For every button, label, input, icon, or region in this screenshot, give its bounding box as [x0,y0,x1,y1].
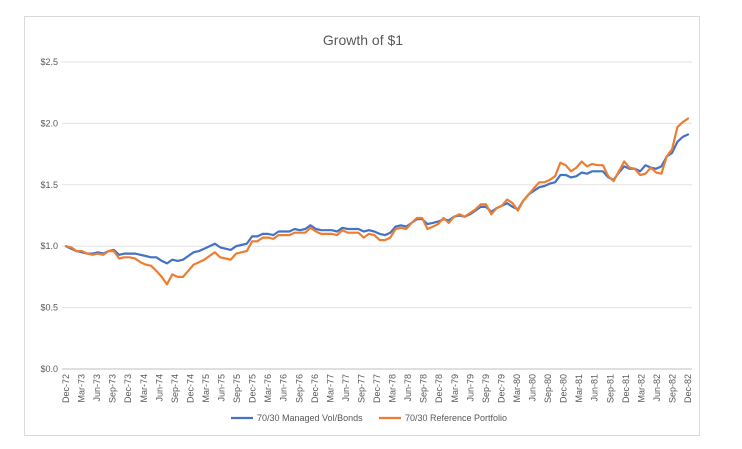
legend-label: 70/30 Managed Vol/Bonds [257,413,363,423]
x-tick-label: Dec-82 [683,374,693,403]
x-tick-label: Jun-78 [403,374,413,402]
y-axis-ticks: $0.0 $0.5 $1.0 $1.5 $2.0 $2.5 [40,57,58,374]
x-tick-label: Dec-72 [61,374,71,403]
x-tick-label: Jun-80 [528,374,538,402]
x-tick-label: Jun-77 [341,374,351,402]
series-lines [64,117,690,286]
x-tick-label: Sep-76 [294,374,304,403]
series-line-2 [64,117,690,286]
x-tick-label: Dec-75 [248,374,258,403]
x-axis-ticks: Dec-72 Mar-73 Jun-73 Sep-73 Dec-73 Mar-74 Jun-… [61,374,693,403]
x-tick-label: Dec-81 [621,374,631,403]
y-tick-label: $2.5 [40,57,58,67]
x-tick-label: Sep-79 [481,374,491,403]
x-tick-label: Jun-76 [279,374,289,402]
x-tick-label: Dec-76 [310,374,320,403]
x-tick-label: Dec-79 [496,374,506,403]
x-tick-label: Jun-81 [590,374,600,402]
legend: 70/30 Managed Vol/Bonds 70/30 Reference P… [231,413,507,423]
x-tick-label: Mar-79 [450,374,460,403]
x-tick-label: Jun-75 [217,374,227,402]
x-tick-label: Jun-74 [154,374,164,402]
x-tick-label: Sep-73 [108,374,118,403]
chart-title: Growth of $1 [323,32,403,48]
x-tick-label: Mar-73 [77,374,87,403]
x-tick-label: Sep-82 [667,374,677,403]
x-tick-label: Mar-76 [263,374,273,403]
x-tick-label: Mar-75 [201,374,211,403]
legend-label: 70/30 Reference Portfolio [405,413,507,423]
series-line-1 [64,133,690,265]
x-tick-label: Jun-73 [92,374,102,402]
x-tick-label: Sep-78 [419,374,429,403]
x-tick-label: Mar-74 [139,374,149,403]
x-tick-label: Jun-82 [652,374,662,402]
growth-line-chart: Growth of $1 $0.0 $0.5 $1.0 $1.5 $2.0 $2.5 De… [40,32,693,423]
gridlines [62,61,692,370]
x-tick-label: Mar-81 [574,374,584,403]
x-tick-label: Mar-82 [636,374,646,403]
y-tick-label: $0.5 [40,303,58,313]
x-tick-label: Sep-75 [232,374,242,403]
x-tick-label: Dec-77 [372,374,382,403]
x-tick-label: Mar-80 [512,374,522,403]
x-tick-label: Mar-78 [388,374,398,403]
x-tick-label: Sep-74 [170,374,180,403]
x-tick-label: Dec-74 [185,374,195,403]
y-tick-label: $0.0 [40,364,58,374]
x-tick-label: Sep-81 [605,374,615,403]
x-tick-label: Dec-80 [559,374,569,403]
y-tick-label: $1.5 [40,180,58,190]
x-tick-label: Dec-73 [123,374,133,403]
y-tick-label: $1.0 [40,241,58,251]
x-tick-label: Dec-78 [434,374,444,403]
y-tick-label: $2.0 [40,118,58,128]
x-tick-label: Sep-80 [543,374,553,403]
x-tick-label: Jun-79 [465,374,475,402]
x-tick-label: Mar-77 [325,374,335,403]
chart-frame: Growth of $1 $0.0 $0.5 $1.0 $1.5 $2.0 $2.5 De… [24,16,700,436]
x-tick-label: Sep-77 [356,374,366,403]
